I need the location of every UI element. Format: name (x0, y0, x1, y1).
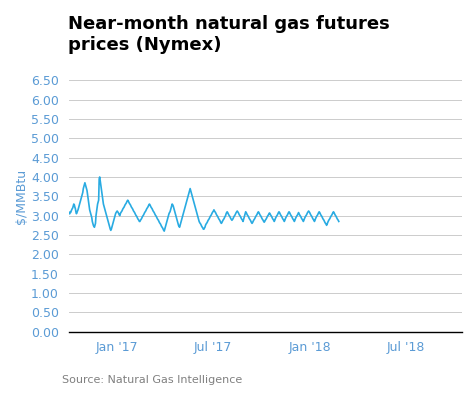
Text: Near-month natural gas futures
prices (Nymex): Near-month natural gas futures prices (N… (69, 15, 389, 54)
Text: Source: Natural Gas Intelligence: Source: Natural Gas Intelligence (62, 375, 242, 385)
Y-axis label: $/MMBtu: $/MMBtu (15, 169, 28, 224)
